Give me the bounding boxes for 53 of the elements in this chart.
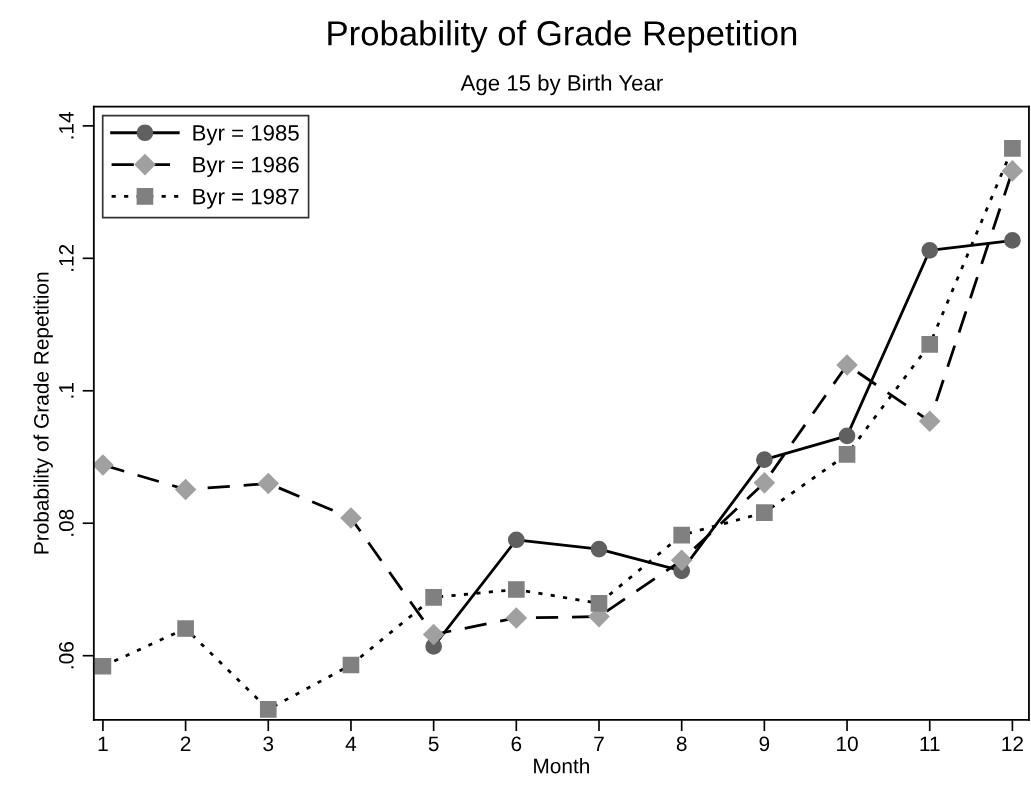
point [257,472,279,495]
point [1004,232,1021,249]
x-tick-label: 10 [837,736,858,752]
x-tick-label: 1 [98,736,108,751]
point [919,410,941,432]
point [259,700,277,718]
y-tick-label: .08 [58,509,74,536]
y-tick-label: .06 [58,642,74,669]
point [1001,160,1023,182]
chart-subtitle: Age 15 by Birth Year [460,74,663,96]
point [425,589,442,606]
x-axis-title: Month [534,758,589,774]
point [671,549,693,571]
y-axis-title: Probability of Grade Repetition [33,272,53,554]
y-tick-label: .12 [58,244,74,271]
point [1004,140,1021,157]
chart-title: Probability of Grade Repetition [328,20,797,53]
x-tick-label: 4 [345,736,357,751]
point [507,531,525,549]
point [921,242,939,259]
point [756,504,773,521]
point [505,607,527,629]
point [838,446,856,463]
legend-label: Byr = 1985 [193,125,299,146]
x-tick-label: 6 [511,736,522,752]
point [93,454,114,476]
point [342,656,360,674]
x-tick-label: 2 [180,736,191,751]
point [673,526,691,544]
point [838,427,856,445]
x-tick-label: 8 [676,736,687,752]
point [94,657,112,675]
legend-label: Byr = 1987 [193,188,299,209]
y-tick-label: .1 [59,383,74,398]
x-tick-label: 5 [428,736,439,752]
point [340,507,362,529]
point [177,620,194,637]
point [921,336,939,353]
y-tick-label: .14 [59,111,74,139]
point [507,581,525,598]
point [590,595,608,612]
point [590,540,608,558]
x-tick-label: 12 [1002,736,1023,751]
x-tick-label: 7 [594,736,604,751]
x-tick-label: 9 [759,736,770,752]
point [175,478,197,500]
point [753,472,775,494]
x-tick-label: 11 [920,736,940,751]
legend-label: Byr = 1986 [193,156,299,177]
x-tick-label: 3 [263,736,274,752]
point [423,623,445,646]
point [836,354,858,376]
point [756,451,773,468]
